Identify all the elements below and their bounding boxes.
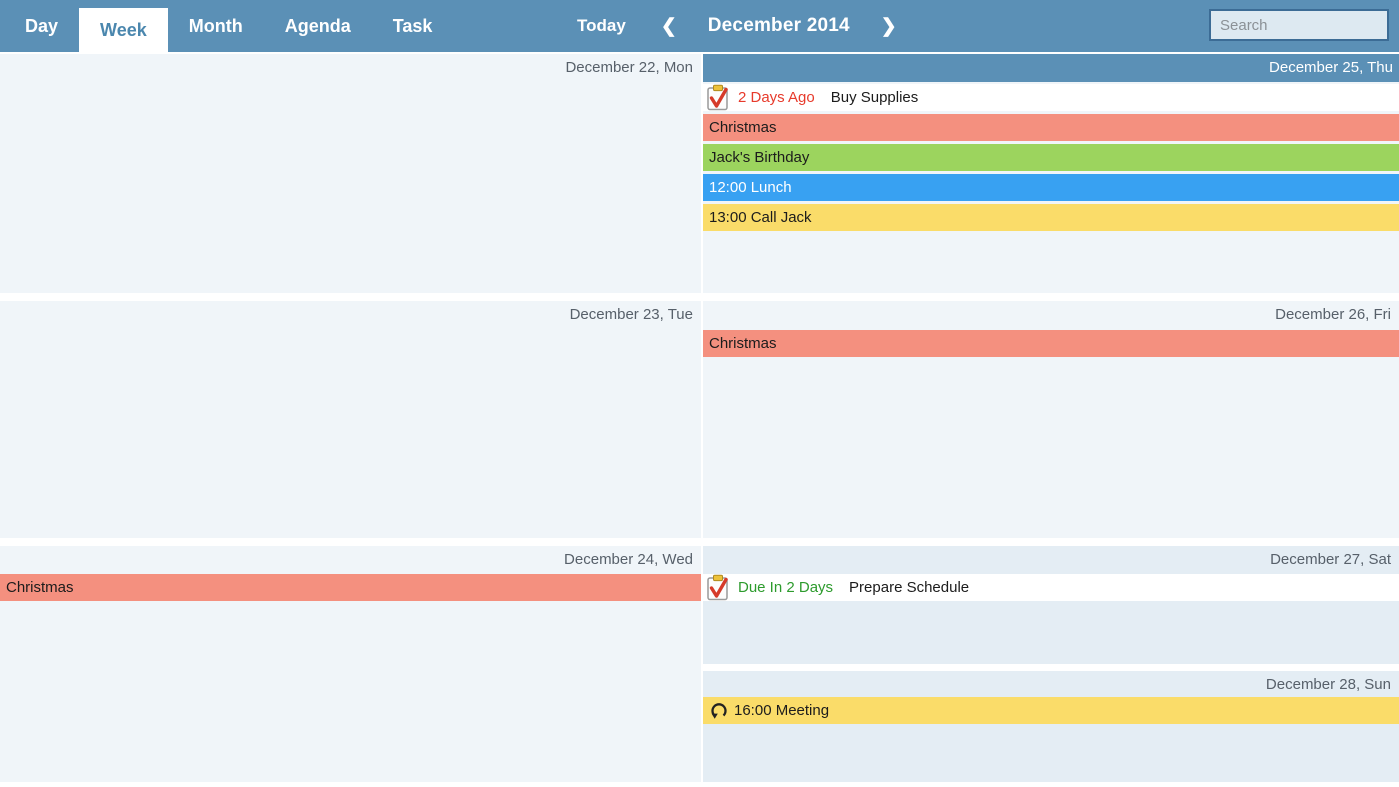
task-title: Buy Supplies (830, 89, 919, 106)
event-title: Christmas (6, 579, 74, 596)
event-lunch[interactable]: 12:00 Lunch (703, 174, 1399, 201)
day-cell-friday[interactable]: December 26, Fri Christmas (703, 301, 1399, 538)
event-christmas[interactable]: Christmas (703, 114, 1399, 141)
day-body-friday: Christmas (703, 330, 1399, 357)
day-header-saturday[interactable]: December 27, Sat (1270, 551, 1391, 568)
event-meeting[interactable]: 16:00 Meeting (703, 697, 1399, 724)
tab-month[interactable]: Month (188, 15, 243, 36)
event-title: 13:00 Call Jack (709, 209, 812, 226)
day-cell-wednesday[interactable]: December 24, Wed Christmas (0, 546, 701, 782)
day-cell-thursday[interactable]: December 25, Thu 2 Days Ago Buy Supplies (703, 54, 1399, 293)
day-body-saturday: Due In 2 Days Prepare Schedule (703, 574, 1399, 601)
toolbar: Day Week Month Agenda Task Today ❮ Decem… (0, 0, 1399, 52)
search-input[interactable] (1209, 9, 1389, 41)
day-header-wednesday[interactable]: December 24, Wed (564, 551, 693, 568)
tab-week[interactable]: Week (79, 8, 168, 52)
next-period-icon[interactable]: ❯ (880, 15, 897, 37)
event-christmas[interactable]: Christmas (703, 330, 1399, 357)
task-due-status: Due In 2 Days (738, 579, 834, 596)
event-title: Christmas (709, 119, 777, 136)
day-cell-sunday[interactable]: December 28, Sun 16:00 Meeting (703, 671, 1399, 782)
week-view: December 22, Mon December 23, Tue Decemb… (0, 54, 1399, 782)
task-buy-supplies[interactable]: 2 Days Ago Buy Supplies (703, 84, 1399, 111)
week-column-left: December 22, Mon December 23, Tue Decemb… (0, 54, 701, 782)
event-title: 16:00 Meeting (734, 702, 830, 719)
event-title: Christmas (709, 335, 777, 352)
task-title: Prepare Schedule (849, 579, 970, 596)
day-header-tuesday[interactable]: December 23, Tue (569, 306, 693, 323)
task-check-icon (707, 84, 729, 111)
task-due-status: 2 Days Ago (738, 89, 815, 106)
day-body-sunday: 16:00 Meeting (703, 697, 1399, 724)
day-body-thursday: 2 Days Ago Buy Supplies Christmas Jack's… (703, 84, 1399, 231)
event-jacks-birthday[interactable]: Jack's Birthday (703, 144, 1399, 171)
day-body-wednesday: Christmas (0, 574, 701, 601)
task-check-icon (707, 574, 729, 601)
previous-period-icon[interactable]: ❮ (660, 15, 677, 37)
event-title: Jack's Birthday (709, 149, 810, 166)
task-prepare-schedule[interactable]: Due In 2 Days Prepare Schedule (703, 574, 1399, 601)
day-cell-saturday[interactable]: December 27, Sat Due In 2 Days Prepare S… (703, 546, 1399, 664)
event-call-jack[interactable]: 13:00 Call Jack (703, 204, 1399, 231)
event-christmas[interactable]: Christmas (0, 574, 701, 601)
view-tabs: Day Week Month Agenda Task (0, 0, 453, 52)
day-header-monday[interactable]: December 22, Mon (565, 59, 693, 76)
week-column-right: December 25, Thu 2 Days Ago Buy Supplies (703, 54, 1399, 782)
row-divider (703, 293, 1399, 301)
tab-day[interactable]: Day (25, 15, 59, 36)
today-button[interactable]: Today (577, 16, 626, 35)
period-title: December 2014 (707, 15, 850, 36)
day-cell-tuesday[interactable]: December 23, Tue (0, 301, 701, 538)
day-header-sunday[interactable]: December 28, Sun (1265, 676, 1391, 693)
day-header-thursday-selected[interactable]: December 25, Thu (703, 54, 1399, 82)
tab-agenda[interactable]: Agenda (284, 15, 351, 36)
date-navigation: Today ❮ December 2014 ❯ (577, 0, 897, 52)
day-cell-monday[interactable]: December 22, Mon (0, 54, 701, 293)
recurrence-icon (710, 702, 728, 720)
event-title: 12:00 Lunch (709, 179, 792, 196)
tab-task[interactable]: Task (392, 15, 433, 36)
day-header-friday[interactable]: December 26, Fri (1275, 306, 1391, 323)
